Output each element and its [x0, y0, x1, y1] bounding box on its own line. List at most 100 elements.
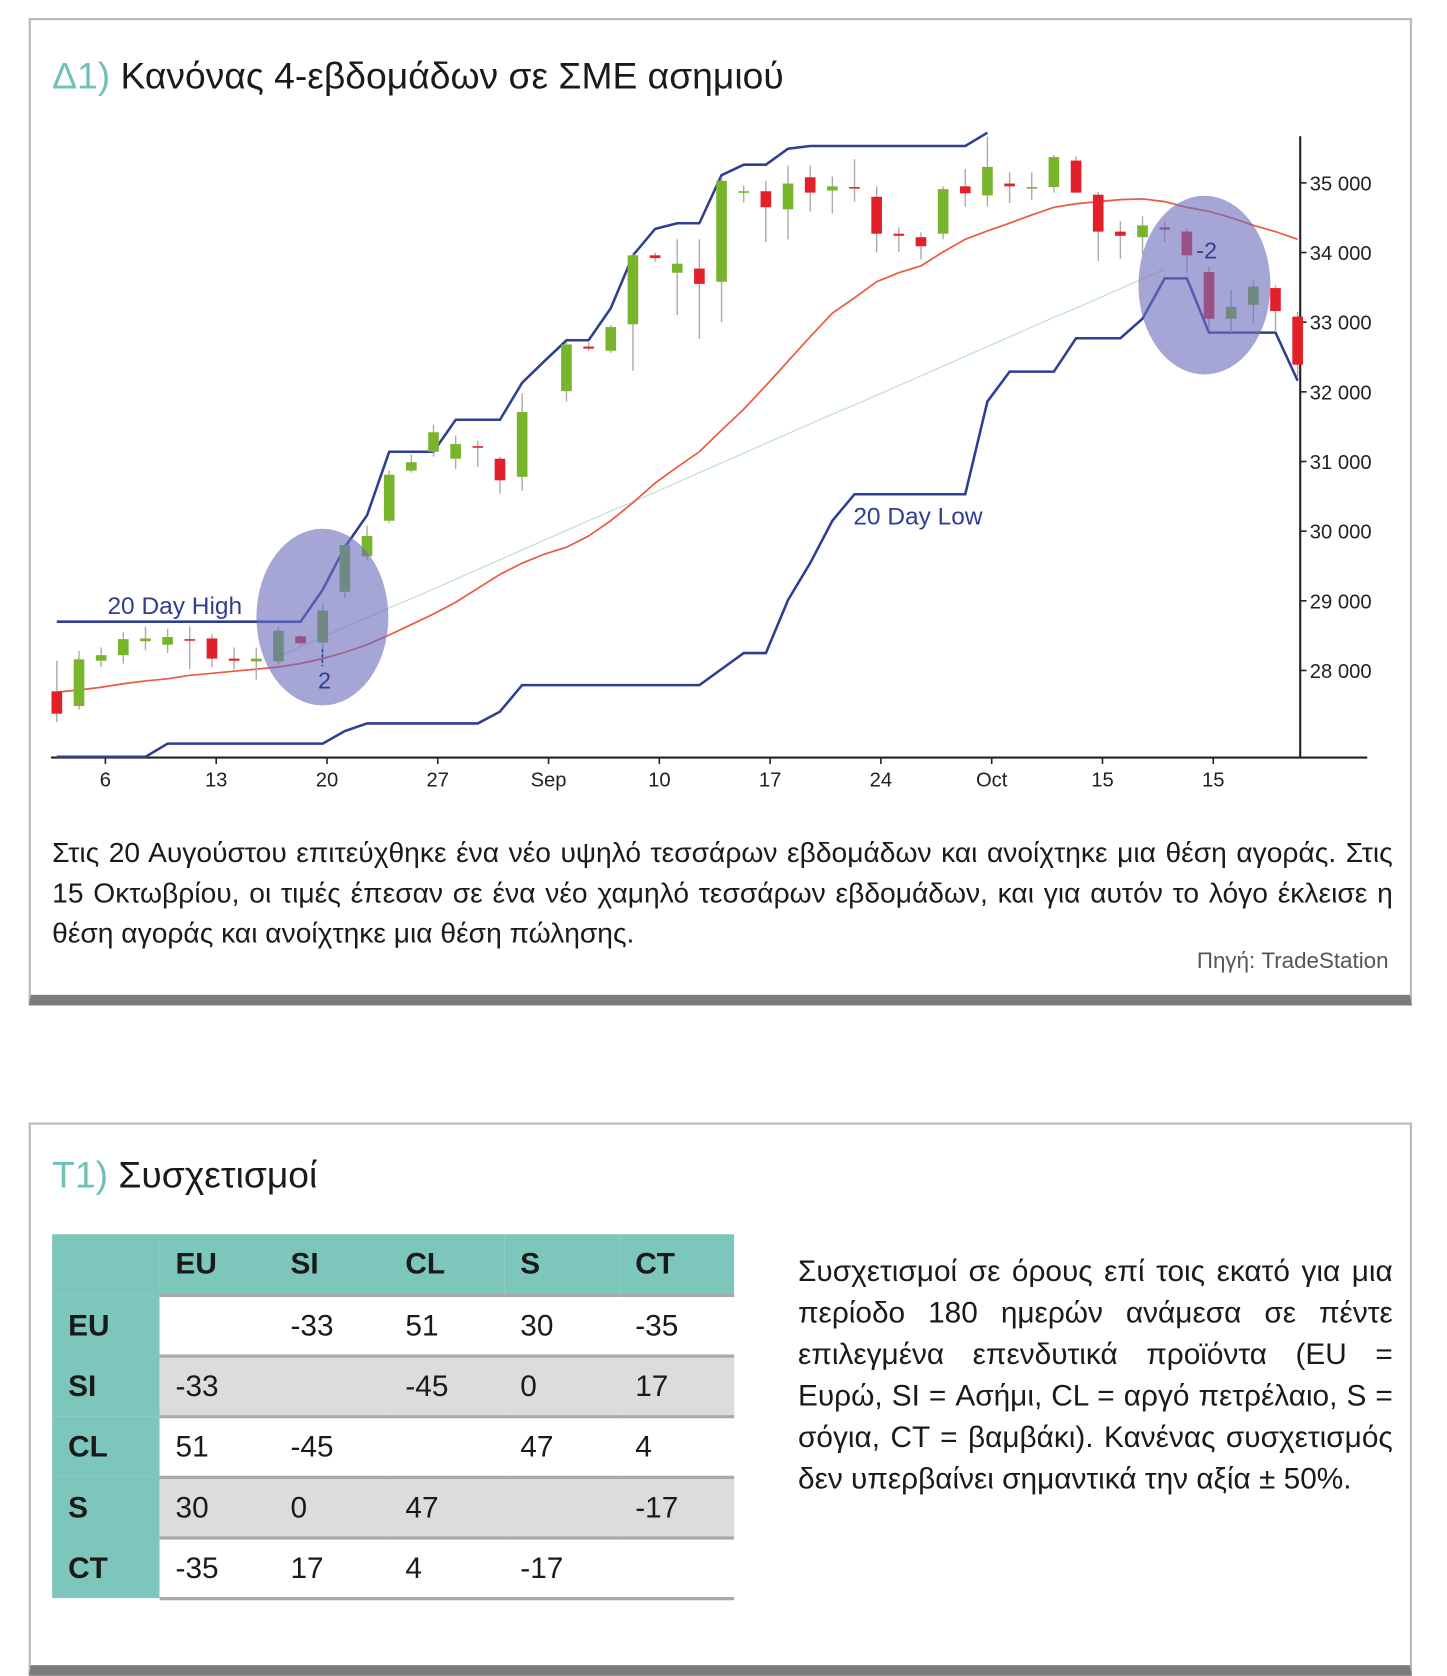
correlation-table: EU SI CL S CT EU -33 51 30 -35 SI -33 -45 0 17 CL 51 -45 4… [52, 1234, 735, 1600]
table-cell: 47 [389, 1475, 505, 1538]
candle-body [51, 691, 63, 714]
header-row: EU SI CL S CT [52, 1234, 735, 1295]
table-cell: 51 [389, 1293, 505, 1356]
row-header: SI [52, 1355, 160, 1417]
candle-body [162, 637, 173, 645]
line-series [56, 277, 1299, 759]
table-cell: 4 [389, 1535, 505, 1600]
x-tick-label: 24 [870, 769, 892, 791]
candle-body [450, 444, 461, 459]
candle-body [140, 638, 151, 642]
column-header: CT [619, 1234, 735, 1295]
line-label: 20 Day Low [853, 504, 983, 531]
x-tick-label: Sep [531, 769, 567, 791]
table-panel: Τ1) Συσχετισμοί EU SI CL S CT EU -33 51 30 -35 SI -… [28, 1122, 1412, 1676]
candle-body [516, 412, 528, 477]
candle-body [117, 639, 129, 656]
candle-body [73, 659, 85, 707]
annotation: 2 [318, 667, 331, 693]
column-header: S [504, 1234, 620, 1295]
candle-body [605, 327, 617, 351]
x-tick-label: 15 [1091, 769, 1113, 791]
table-row: CT -35 17 4 -17 [52, 1535, 735, 1600]
table-cell: -35 [159, 1535, 275, 1600]
row-header: EU [52, 1294, 160, 1356]
table-cell: 30 [504, 1293, 620, 1356]
table-cell: -33 [159, 1353, 275, 1417]
candle-body [649, 255, 661, 259]
line-series [56, 131, 989, 623]
table-cell: 0 [504, 1353, 620, 1417]
table-row: EU -33 51 30 -35 [52, 1293, 735, 1356]
candle-body [250, 658, 262, 662]
candle-body [915, 237, 927, 247]
candle-body [1115, 231, 1126, 236]
candle-body [959, 186, 971, 194]
candle-body [406, 462, 417, 471]
chart-title: Κανόνας 4-εβδομάδων σε ΣΜΕ ασημιού [120, 55, 784, 97]
x-tick-label: 15 [1202, 769, 1224, 791]
y-tick-label: 30 000 [1310, 522, 1372, 544]
candle-body [1004, 183, 1015, 187]
line-series [278, 268, 1165, 658]
table-cell [159, 1293, 275, 1356]
candle-body [782, 183, 794, 210]
table-cell: 17 [619, 1353, 735, 1417]
column-header: EU [159, 1234, 275, 1295]
title-prefix: Δ1) [52, 55, 111, 97]
row-header: CT [52, 1537, 160, 1599]
table-cell: -45 [389, 1353, 505, 1417]
candle-body [494, 458, 506, 481]
candle-body [871, 196, 882, 234]
y-tick-label: 33 000 [1310, 313, 1372, 335]
candle-body [1092, 194, 1104, 232]
panel-title: Τ1) Συσχετισμοί [52, 1154, 317, 1197]
candle-body [893, 233, 905, 236]
candle-body [804, 177, 816, 193]
y-tick-label: 35 000 [1310, 173, 1372, 195]
candle-body [561, 344, 572, 392]
candle-body [184, 639, 196, 641]
row-header: S [52, 1476, 160, 1538]
candle-body [1070, 160, 1082, 193]
line-series [56, 198, 1298, 693]
candle-body [95, 655, 107, 661]
y-tick-label: 32 000 [1310, 382, 1372, 404]
x-tick-label: 27 [427, 769, 449, 791]
candle-body [760, 191, 772, 208]
row-header: CL [52, 1416, 160, 1477]
candle-body [383, 474, 395, 521]
panel-title: Δ1) Κανόνας 4-εβδομάδων σε ΣΜΕ ασημιού [52, 55, 784, 98]
candle-body [228, 658, 240, 661]
candle-body [738, 191, 750, 193]
table-cell: 51 [159, 1414, 275, 1477]
table-cell: -33 [274, 1293, 390, 1356]
candle-body [583, 346, 594, 349]
candle-body [428, 432, 439, 452]
table-cell: -17 [504, 1535, 620, 1600]
column-header: CL [389, 1234, 505, 1295]
y-tick-label: 34 000 [1310, 243, 1372, 265]
caption: Στις 20 Αυγούστου επιτεύχθηκε ένα νέο υψ… [52, 836, 1393, 950]
y-tick-label: 29 000 [1310, 591, 1372, 613]
line-label: 20 Day High [107, 593, 242, 620]
table-row: CL 51 -45 47 4 [52, 1414, 735, 1477]
y-tick-label: 28 000 [1310, 661, 1372, 683]
candle-body [716, 180, 727, 282]
candle-body [1137, 225, 1148, 238]
table-cell [504, 1475, 620, 1538]
table-cell: 17 [274, 1535, 390, 1600]
candle-body [937, 189, 949, 234]
x-tick-label: 10 [648, 769, 670, 791]
candle-body [206, 638, 218, 659]
title-prefix: Τ1) [52, 1154, 108, 1196]
table-title: Συσχετισμοί [118, 1154, 318, 1196]
x-tick-label: Oct [976, 769, 1008, 791]
highlight [256, 528, 389, 706]
table-cell: -35 [619, 1293, 735, 1356]
x-tick-label: 13 [205, 769, 227, 791]
table-row: S 30 0 47 -17 [52, 1475, 735, 1538]
table-cell: -45 [274, 1414, 390, 1477]
